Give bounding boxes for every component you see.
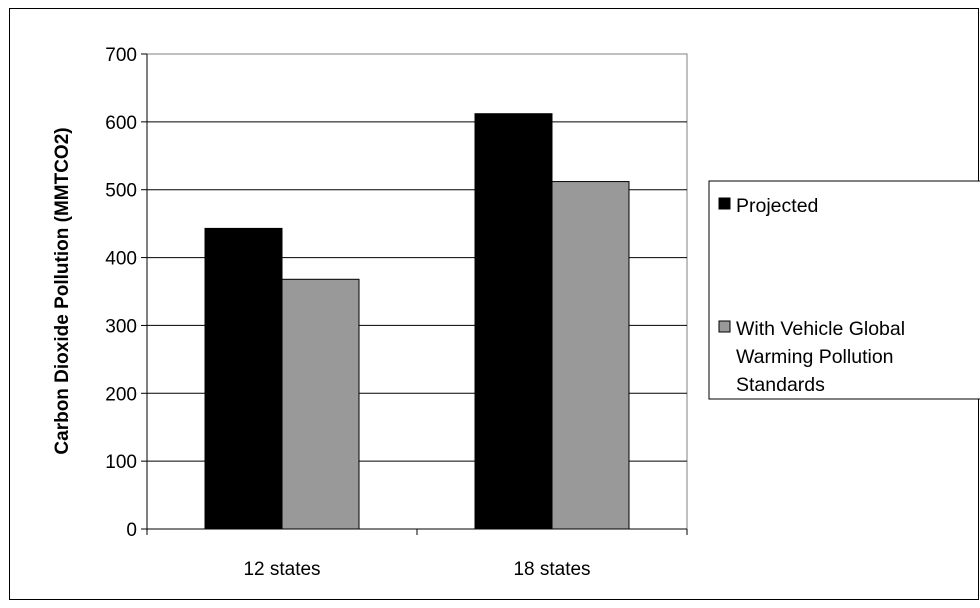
legend-box	[708, 180, 980, 400]
y-axis: 0 100 200 300 400 500 600 700	[105, 45, 148, 541]
bar-projected-1	[204, 227, 283, 530]
y-tick-label: 700	[105, 45, 137, 66]
x-tick-label: 12 states	[243, 559, 320, 580]
y-tick-label: 0	[126, 520, 137, 541]
legend-label: Projected	[736, 195, 818, 217]
y-tick-label: 200	[105, 384, 137, 405]
y-axis-label: Carbon Dioxide Pollution (MMTCO2)	[52, 127, 73, 454]
y-tick-label: 500	[105, 181, 137, 202]
bar-projected-2	[474, 113, 553, 530]
y-tick-label: 100	[105, 452, 137, 473]
bar-with-standards-2	[551, 181, 630, 530]
legend-label: Warming Pollution	[736, 346, 894, 368]
legend: Projected With Vehicle Global Warming Poll…	[708, 180, 980, 400]
x-axis: 12 states 18 states	[146, 528, 688, 580]
legend-label: Standards	[736, 374, 825, 396]
bar-with-standards-1	[281, 278, 360, 530]
bars	[204, 113, 630, 530]
y-tick-label: 300	[105, 316, 137, 337]
legend-label: With Vehicle Global	[736, 318, 905, 340]
legend-swatch-2	[718, 320, 731, 333]
y-tick-label: 600	[105, 113, 137, 134]
y-tick-label: 400	[105, 249, 137, 270]
legend-swatch-1	[718, 197, 731, 210]
x-tick-label: 18 states	[513, 559, 590, 580]
